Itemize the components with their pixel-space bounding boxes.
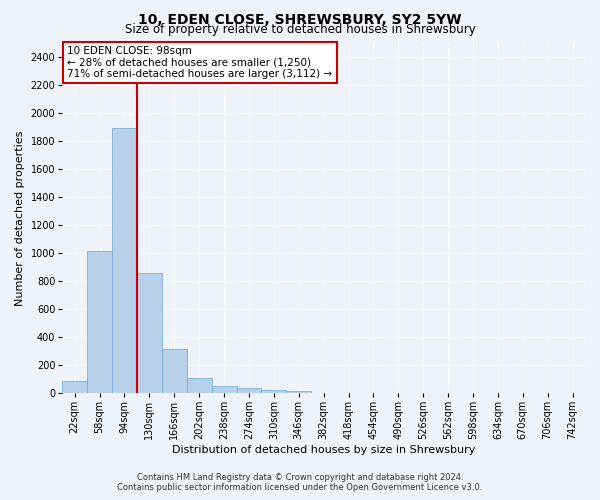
Bar bbox=[187, 378, 212, 393]
Text: Size of property relative to detached houses in Shrewsbury: Size of property relative to detached ho… bbox=[125, 22, 475, 36]
Bar bbox=[286, 391, 311, 393]
Text: 10 EDEN CLOSE: 98sqm
← 28% of detached houses are smaller (1,250)
71% of semi-de: 10 EDEN CLOSE: 98sqm ← 28% of detached h… bbox=[67, 46, 332, 79]
Text: 10, EDEN CLOSE, SHREWSBURY, SY2 5YW: 10, EDEN CLOSE, SHREWSBURY, SY2 5YW bbox=[138, 12, 462, 26]
Bar bbox=[162, 349, 187, 393]
Bar bbox=[137, 272, 162, 393]
Y-axis label: Number of detached properties: Number of detached properties bbox=[15, 130, 25, 306]
Bar bbox=[262, 390, 286, 393]
X-axis label: Distribution of detached houses by size in Shrewsbury: Distribution of detached houses by size … bbox=[172, 445, 475, 455]
Bar bbox=[112, 128, 137, 393]
Bar bbox=[87, 252, 112, 393]
Bar bbox=[212, 386, 236, 393]
Bar bbox=[62, 381, 87, 393]
Bar bbox=[236, 388, 262, 393]
Text: Contains HM Land Registry data © Crown copyright and database right 2024.
Contai: Contains HM Land Registry data © Crown c… bbox=[118, 473, 482, 492]
